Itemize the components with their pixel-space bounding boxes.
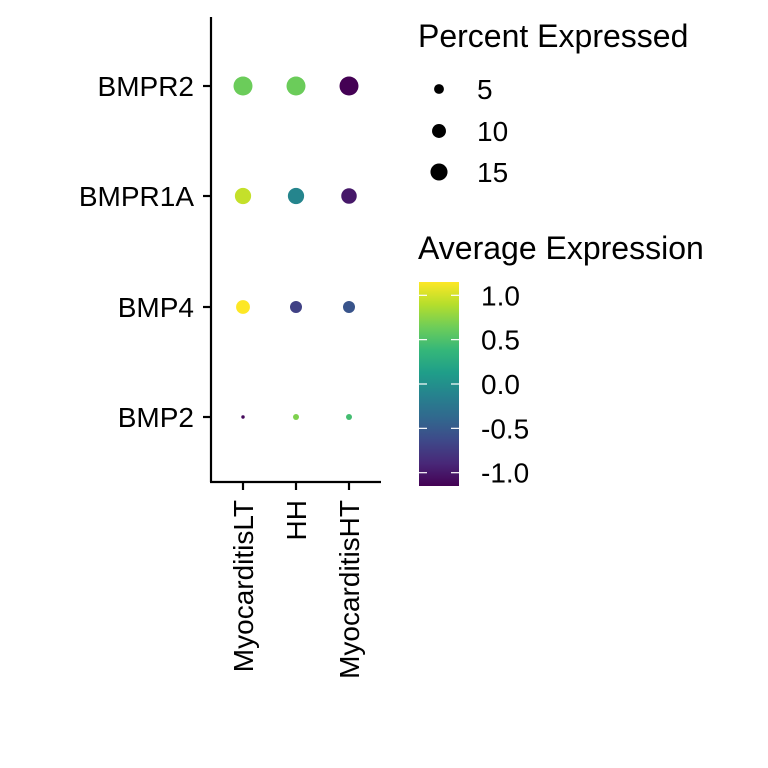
size-legend-title: Percent Expressed [418,18,688,54]
x-tick-label-hh: HH [281,500,312,540]
y-tick-label-bmp2: BMP2 [118,402,194,433]
size-legend-items: 5 10 15 [430,74,508,188]
dot-bmp2-hh [292,413,300,421]
dot-bmp4-myocarditislt [236,300,250,314]
x-tick-label-myocarditislt: MyocarditisLT [228,500,259,672]
x-tick-label-myocarditisht: MyocarditisHT [334,500,365,679]
size-legend-label: 5 [477,74,493,105]
dot-bmpr1a-hh [287,187,305,205]
size-legend-label: 15 [477,157,508,188]
color-bar-label: -0.5 [481,413,529,444]
dot-bmpr1a-myocarditisht [341,188,357,204]
y-tick-label-bmpr2: BMPR2 [98,71,194,102]
y-tick-label-bmpr1a: BMPR1A [79,181,194,212]
x-axis-ticks: MyocarditisLT HH MyocarditisHT [228,482,365,679]
dot-bmp4-hh [289,300,303,314]
color-bar-label: 1.0 [481,280,520,311]
dot-bmpr2-myocarditislt [233,76,253,96]
color-legend-title: Average Expression [418,230,704,266]
dot-bmpr1a-myocarditislt [234,187,252,205]
color-bar-label: 0.0 [481,369,520,400]
dot-layer [233,76,359,421]
dot-bmp2-myocarditisht [345,413,353,421]
size-legend: Percent Expressed 5 10 15 [418,18,688,188]
size-legend-dot [432,124,446,138]
color-bar-label: 0.5 [481,325,520,356]
size-legend-label: 10 [477,116,508,147]
dot-bmpr2-hh [286,76,306,96]
color-bar-ticks: 1.0 0.5 0.0 -0.5 -1.0 [419,280,529,489]
size-legend-dot [434,84,444,94]
dot-bmpr2-myocarditisht [339,76,359,96]
dot-bmp2-myocarditislt [241,415,245,419]
color-bar-label: -1.0 [481,458,529,489]
color-legend: Average Expression 1.0 0.5 0.0 -0.5 -1.0 [418,230,704,489]
size-legend-dot [430,163,448,181]
y-axis-ticks: BMPR2 BMPR1A BMP4 BMP2 [79,71,211,433]
dot-bmp4-myocarditisht [342,300,356,314]
y-tick-label-bmp4: BMP4 [118,292,194,323]
